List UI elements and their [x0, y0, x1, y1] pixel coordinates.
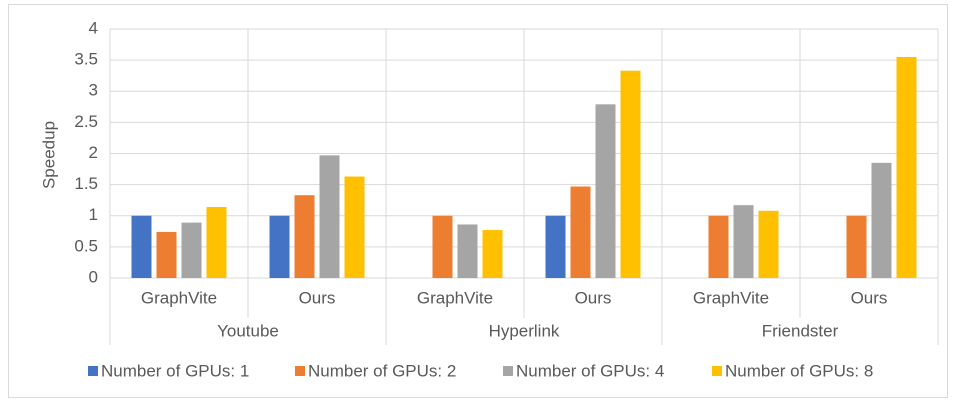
bar	[896, 57, 917, 279]
bar	[294, 195, 315, 278]
y-tick-label: 0	[89, 267, 98, 286]
bar	[457, 224, 478, 278]
x-tick-label: GraphVite	[141, 288, 217, 307]
legend-swatch	[503, 366, 513, 376]
bar	[482, 230, 503, 278]
legend-label: Number of GPUs: 4	[516, 361, 664, 380]
group-label: Youtube	[217, 321, 279, 340]
y-tick-label: 0.5	[74, 236, 98, 255]
x-tick-label: Ours	[575, 288, 612, 307]
bar	[620, 70, 641, 279]
bar	[432, 215, 453, 278]
bar	[595, 104, 616, 278]
bar	[344, 176, 365, 278]
y-tick-label: 2	[89, 143, 98, 162]
y-tick-label: 3.5	[74, 50, 98, 69]
legend-swatch	[295, 366, 305, 376]
bar	[319, 155, 340, 278]
x-tick-label: Ours	[851, 288, 888, 307]
y-tick-label: 3	[89, 81, 98, 100]
chart-border	[8, 4, 948, 398]
bar	[733, 205, 754, 278]
bar	[708, 215, 729, 278]
bar	[181, 222, 202, 278]
x-tick-label: Ours	[299, 288, 336, 307]
legend-swatch	[88, 366, 98, 376]
y-axis-label: Speedup	[39, 121, 58, 189]
x-tick-label: GraphVite	[693, 288, 769, 307]
legend-label: Number of GPUs: 8	[725, 361, 873, 380]
bar	[570, 186, 591, 278]
legend-label: Number of GPUs: 2	[308, 361, 456, 380]
group-label: Hyperlink	[489, 321, 560, 340]
legend-swatch	[712, 366, 722, 376]
bar	[269, 215, 290, 278]
bar	[131, 215, 152, 278]
x-tick-label: GraphVite	[417, 288, 493, 307]
bar	[846, 215, 867, 278]
y-tick-label: 1	[89, 205, 98, 224]
bar	[156, 231, 177, 278]
y-tick-label: 1.5	[74, 174, 98, 193]
y-tick-label: 4	[89, 18, 98, 37]
bar	[545, 215, 566, 278]
legend-label: Number of GPUs: 1	[101, 361, 249, 380]
bar	[871, 162, 892, 278]
group-label: Friendster	[762, 321, 839, 340]
y-tick-label: 2.5	[74, 112, 98, 131]
bar	[758, 210, 779, 278]
bar	[206, 207, 227, 278]
